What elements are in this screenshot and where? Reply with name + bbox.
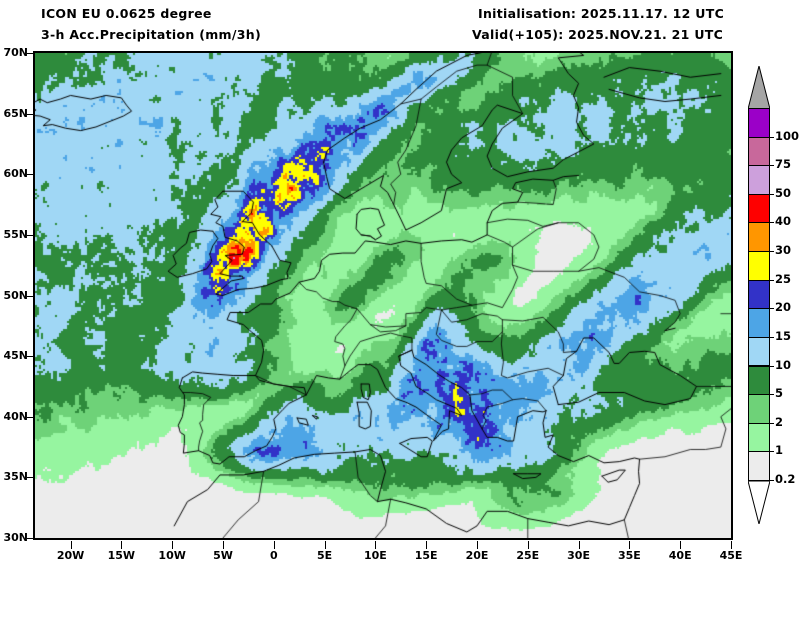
latitude-label: 60N (3, 167, 28, 181)
map-plot-frame (33, 51, 733, 540)
colorbar-label: 40 (775, 214, 792, 229)
colorbar-label: 75 (775, 157, 792, 172)
colorbar-label: 20 (775, 300, 792, 315)
colorbar-tick (748, 279, 774, 281)
latitude-label: 30N (3, 531, 28, 544)
longitude-tick (426, 541, 428, 549)
latitude-tick (27, 113, 35, 115)
longitude-label: 30E (567, 549, 590, 562)
colorbar-tick (748, 165, 774, 167)
longitude-tick (731, 541, 732, 549)
longitude-label: 45E (719, 549, 743, 562)
colorbar-label: 50 (775, 185, 792, 200)
longitude-tick (629, 541, 631, 549)
colorbar-label: 0.2 (775, 472, 796, 486)
colorbar-tick (748, 480, 774, 481)
longitude-label: 0 (269, 549, 278, 562)
latitude-tick (27, 174, 35, 176)
colorbar-segment (749, 137, 769, 167)
colorbar-segment (749, 452, 769, 481)
longitude-label: 35E (617, 549, 641, 562)
latitude-tick (27, 356, 35, 358)
colorbar-top-arrow-icon (748, 66, 770, 109)
longitude-tick (680, 541, 682, 549)
colorbar-segment (749, 194, 769, 224)
longitude-tick (273, 541, 275, 549)
header-model-name: ICON EU 0.0625 degree (41, 6, 212, 21)
latitude-label: 45N (3, 349, 28, 363)
latitude-tick (27, 538, 35, 539)
colorbar-segment (749, 395, 769, 424)
longitude-label: 20W (56, 549, 85, 562)
latitude-label: 35N (3, 470, 28, 484)
colorbar-tick (748, 193, 774, 195)
colorbar-tick (748, 336, 774, 338)
latitude-label: 65N (3, 106, 28, 120)
colorbar-segment (749, 166, 769, 195)
longitude-tick (375, 541, 377, 549)
longitude-tick (121, 541, 123, 549)
latitude-tick (27, 295, 35, 297)
latitude-label: 70N (3, 46, 28, 59)
colorbar-tick (748, 136, 774, 138)
colorbar-label: 5 (775, 386, 784, 401)
longitude-label: 10W (158, 549, 186, 562)
longitude-label: 20E (465, 549, 489, 562)
colorbar-tick (748, 451, 774, 453)
colorbar-segment (749, 366, 769, 396)
colorbar-label: 25 (775, 271, 792, 286)
colorbar-label: 10 (775, 357, 792, 372)
colorbar-segment (749, 223, 769, 253)
header-parameter-name: 3-h Acc.Precipitation (mm/3h) (41, 27, 261, 42)
colorbar-label: 15 (775, 328, 792, 343)
colorbar-tick (748, 251, 774, 253)
colorbar-label: 2 (775, 414, 784, 429)
colorbar-tick (748, 365, 774, 367)
colorbar-segment (749, 423, 769, 453)
longitude-tick (222, 541, 224, 549)
colorbar-label: 100 (775, 128, 800, 143)
latitude-tick (27, 234, 35, 236)
latitude-label: 50N (3, 288, 28, 302)
longitude-label: 15E (414, 549, 438, 562)
latitude-label: 55N (3, 227, 28, 241)
colorbar-label: 30 (775, 243, 792, 258)
longitude-label: 25E (516, 549, 540, 562)
longitude-tick (172, 541, 174, 549)
colorbar-segment (749, 109, 769, 138)
header-initialisation: Initialisation: 2025.11.17. 12 UTC (478, 6, 725, 21)
latitude-label: 40N (3, 409, 28, 423)
colorbar-segment (749, 309, 769, 338)
longitude-label: 40E (668, 549, 692, 562)
latitude-tick (27, 477, 35, 479)
colorbar-tick (748, 422, 774, 424)
latitude-tick (27, 416, 35, 418)
colorbar-tick (748, 222, 774, 224)
colorbar-label: 1 (775, 443, 784, 458)
longitude-tick (476, 541, 478, 549)
colorbar-tick (748, 308, 774, 310)
latitude-tick (27, 53, 35, 54)
longitude-tick (578, 541, 580, 549)
colorbar-segment (749, 337, 769, 367)
longitude-tick (324, 541, 326, 549)
longitude-label: 10E (363, 549, 387, 562)
precipitation-map-canvas (35, 53, 731, 538)
longitude-tick (70, 541, 72, 549)
header-valid-time: Valid(+105): 2025.NOV.21. 21 UTC (472, 27, 724, 42)
longitude-label: 5W (213, 549, 233, 562)
colorbar-gradient-bar (748, 108, 770, 482)
longitude-label: 15W (107, 549, 136, 562)
precipitation-colorbar: 100 75 50 40 30 25 20 15 10 5 2 1 0.2 (745, 60, 800, 530)
colorbar-segment (749, 280, 769, 310)
colorbar-bottom-arrow-icon (748, 481, 770, 524)
colorbar-segment (749, 252, 769, 281)
colorbar-tick (748, 394, 774, 396)
longitude-label: 5E (316, 549, 333, 562)
longitude-tick (527, 541, 529, 549)
